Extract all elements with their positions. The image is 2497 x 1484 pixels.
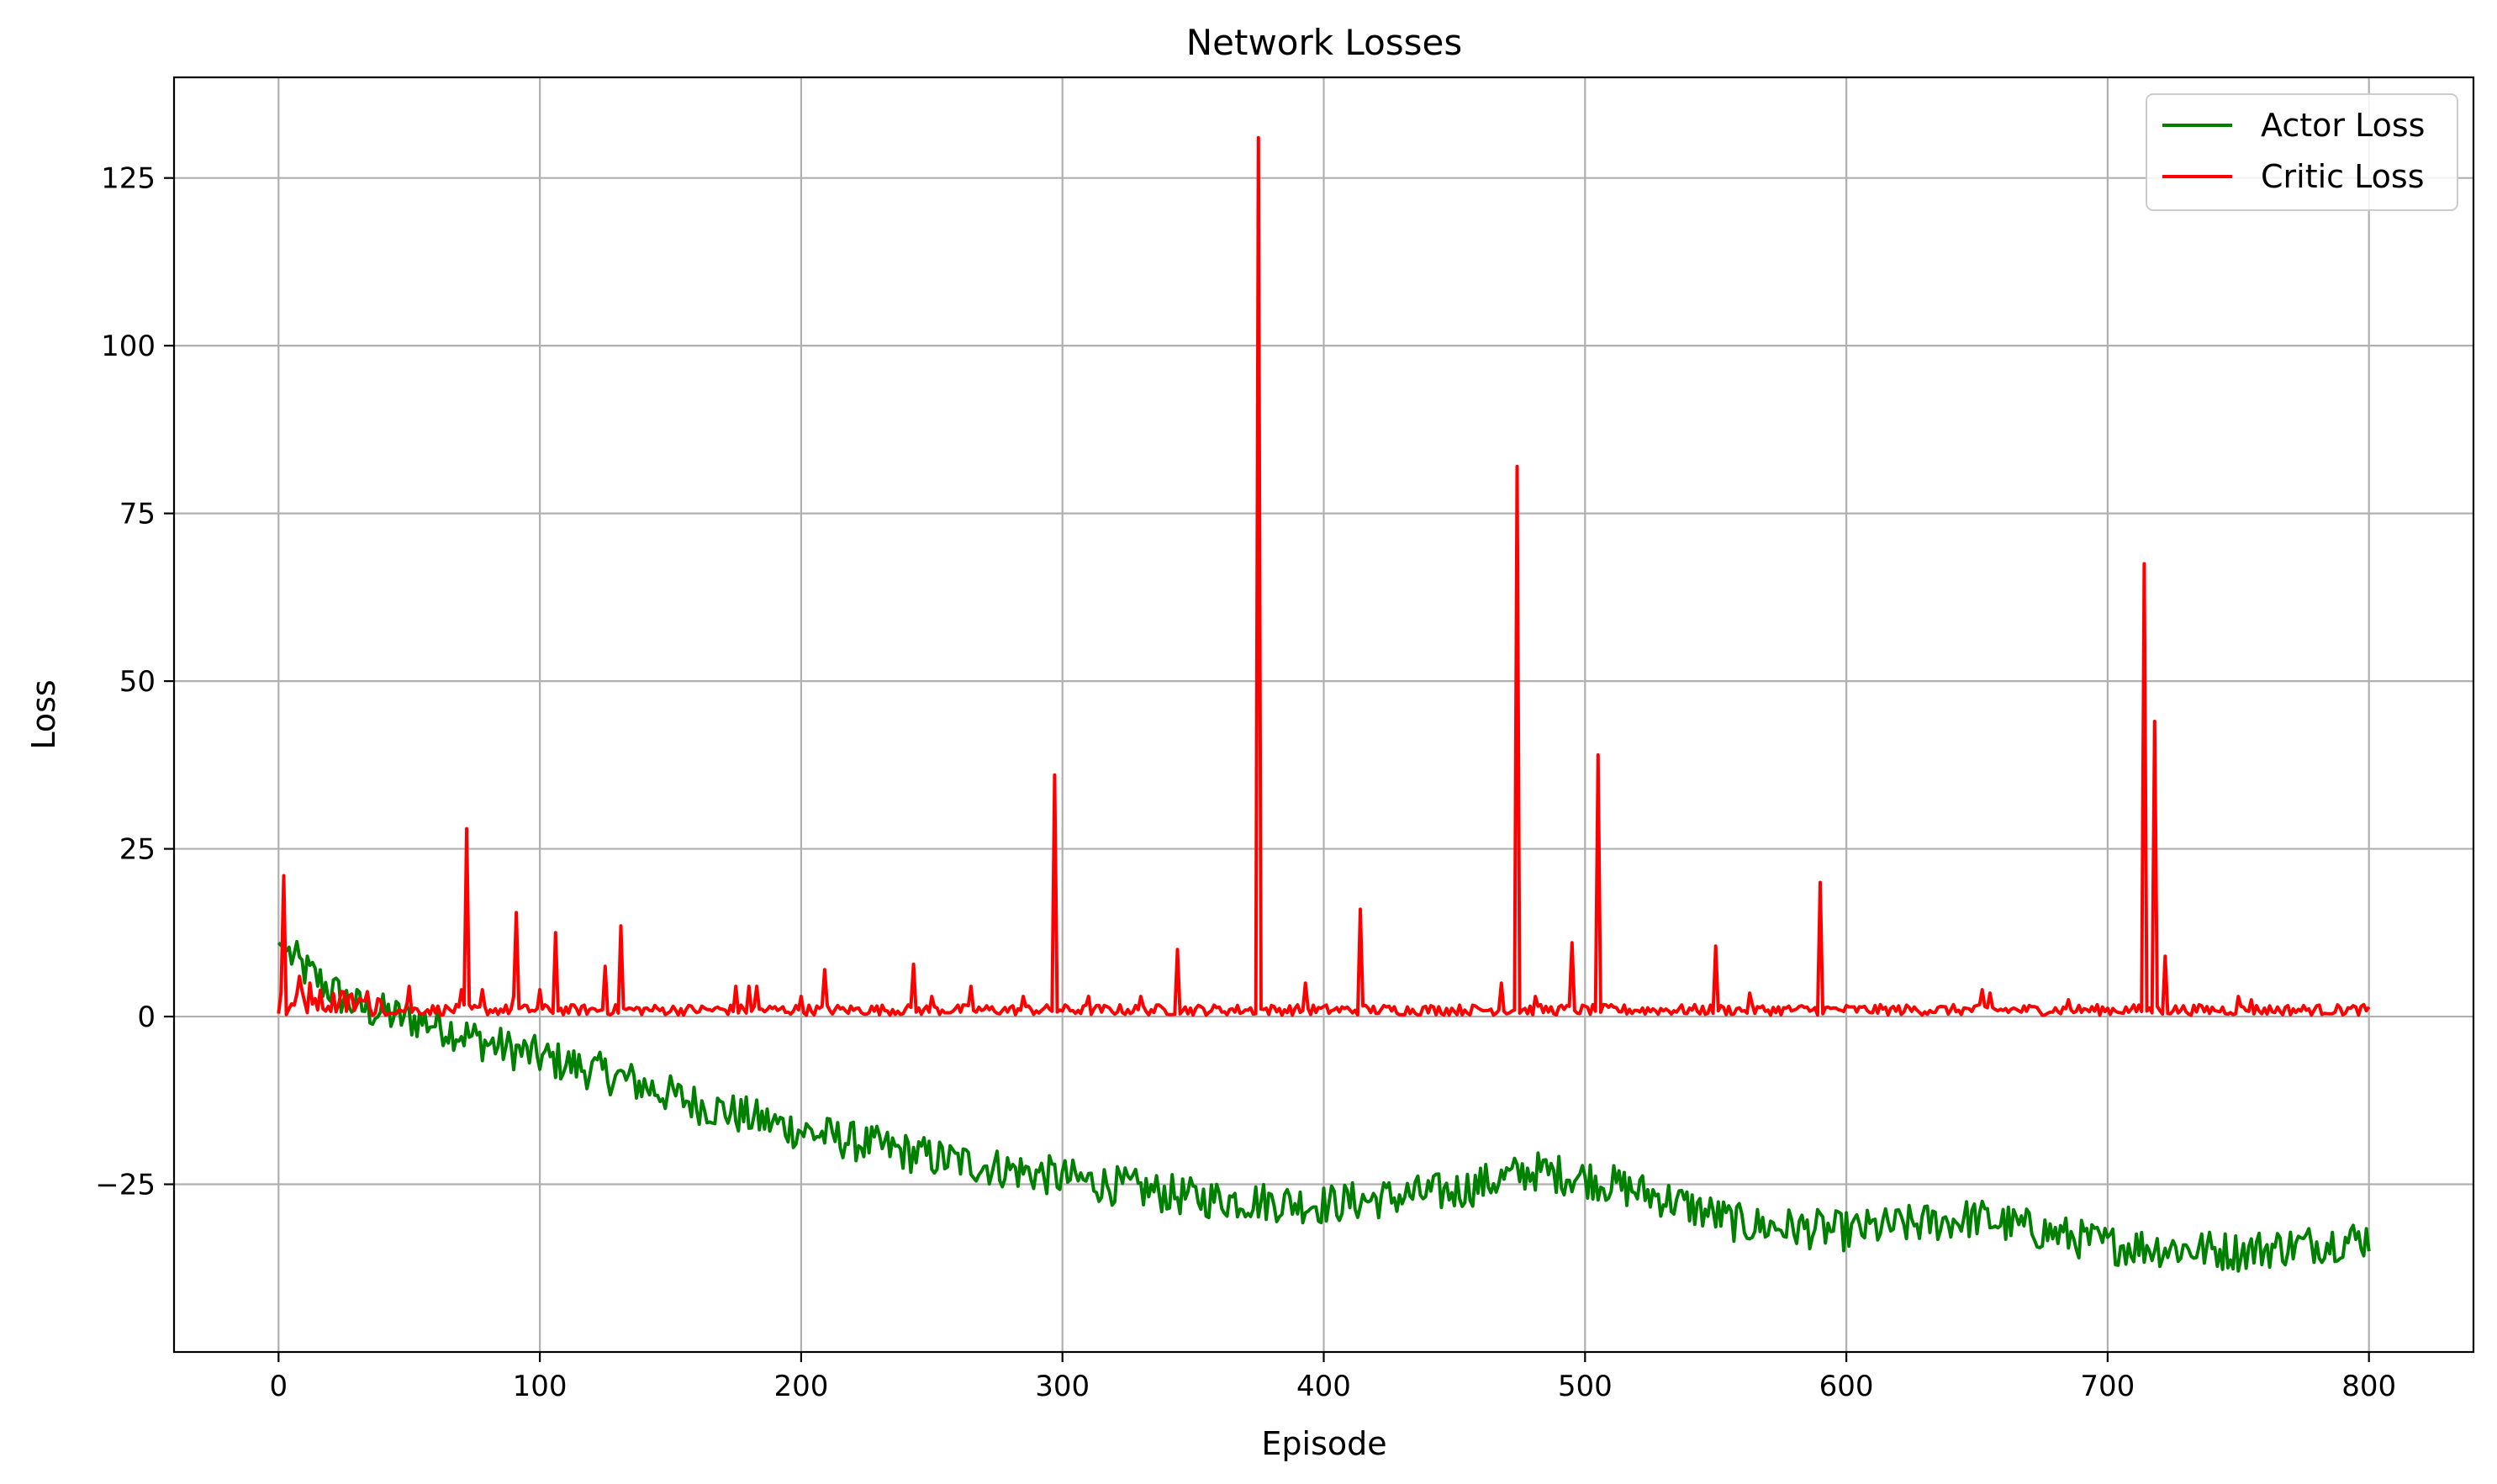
x-tick-label: 100 — [513, 1370, 568, 1403]
series-line-actor-loss — [277, 939, 2371, 1273]
y-tick-label: −25 — [95, 1169, 156, 1202]
y-tick-label: 0 — [137, 1001, 156, 1034]
x-tick-label: 500 — [1558, 1370, 1613, 1403]
x-tick-label: 200 — [773, 1370, 828, 1403]
x-tick-label: 700 — [2080, 1370, 2135, 1403]
y-axis-ticks: −25 0 25 50 75 100 125 — [95, 162, 174, 1202]
y-tick-label: 125 — [101, 162, 156, 196]
x-tick-label: 300 — [1035, 1370, 1090, 1403]
chart-title: Network Losses — [1186, 22, 1463, 63]
series-line-critic-loss — [277, 135, 2371, 1017]
x-axis-ticks: 0 100 200 300 400 500 600 700 800 — [269, 1352, 2396, 1403]
y-axis-label: Loss — [25, 679, 62, 749]
y-tick-label: 50 — [119, 665, 156, 699]
x-tick-label: 600 — [1819, 1370, 1874, 1403]
y-tick-label: 100 — [101, 330, 156, 363]
legend: Actor Loss Critic Loss — [2146, 93, 2458, 211]
x-tick-label: 800 — [2341, 1370, 2396, 1403]
x-axis-label: Episode — [1261, 1425, 1386, 1462]
legend-label-critic-loss: Critic Loss — [2261, 158, 2425, 195]
y-tick-label: 25 — [119, 833, 156, 867]
legend-label-actor-loss: Actor Loss — [2261, 107, 2425, 144]
x-tick-label: 400 — [1296, 1370, 1351, 1403]
y-tick-label: 75 — [119, 498, 156, 531]
legend-box — [2146, 93, 2458, 211]
grid-lines — [174, 77, 2473, 1352]
series-lines — [277, 135, 2371, 1273]
x-tick-label: 0 — [269, 1370, 288, 1403]
